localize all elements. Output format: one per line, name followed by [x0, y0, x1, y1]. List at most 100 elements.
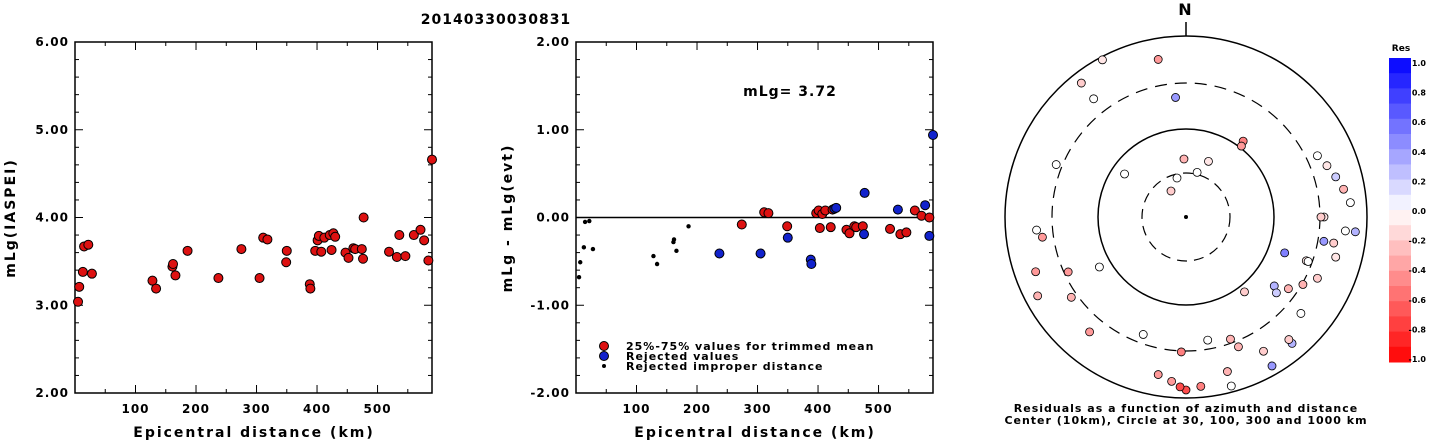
polar-data-point [1240, 287, 1249, 297]
polar-data-point [1303, 257, 1313, 266]
polar-data-point [1267, 361, 1277, 371]
polar-data-point [1153, 55, 1163, 64]
colorbar-cell [1389, 179, 1411, 196]
colorbar-title: Res [1392, 44, 1410, 54]
right-data-point [892, 204, 903, 215]
polar-data-point [1237, 141, 1246, 151]
colorbar-cell [1389, 225, 1411, 241]
right-data-point [714, 248, 725, 259]
left-data-point [254, 273, 265, 284]
polar-data-point [1316, 212, 1326, 222]
polar-data-point [1089, 94, 1099, 104]
polar-data-point [1063, 267, 1073, 277]
left-data-point [423, 255, 434, 266]
polar-data-point [1350, 227, 1360, 237]
polar-data-point [1203, 335, 1213, 345]
left-axis-ticks: 100 200 300 400 500 2.00 3.00 4.00 5.00 6.00 [35, 35, 432, 416]
left-x-tick-label: 400 [303, 402, 331, 416]
colorbar-label: 0.6 [1412, 118, 1427, 127]
ring-30km [1141, 172, 1231, 262]
colorbar-cell [1389, 316, 1411, 333]
left-data-point [358, 212, 369, 223]
polar-data-point [1196, 381, 1206, 391]
right-data-point [924, 212, 935, 223]
left-data-point [168, 259, 179, 270]
colorbar-cell [1389, 210, 1411, 226]
polar-data-point [1283, 284, 1293, 294]
right-x-tick-label: 500 [865, 402, 893, 416]
colorbar-cell [1389, 270, 1411, 287]
left-plot-frame [74, 41, 433, 394]
polar-data-point [1153, 370, 1163, 379]
right-data-point [686, 224, 691, 229]
colorbar-cell [1389, 286, 1411, 302]
right-y-tick-label: -2.00 [530, 386, 570, 400]
colorbar-cells [1389, 58, 1411, 363]
polar-data-point [1031, 267, 1041, 277]
right-data-point [782, 221, 793, 232]
right-data-point [674, 248, 679, 254]
right-x-tick-label: 100 [622, 402, 650, 416]
left-y-tick-label: 4.00 [35, 211, 69, 225]
colorbar-cell [1389, 118, 1411, 135]
left-panel: 100 200 300 400 500 2.00 3.00 4.00 5.00 6.00 Epic… [3, 35, 437, 441]
polar-data-point [1280, 248, 1290, 258]
left-data-point [86, 268, 97, 279]
polar-data-point [1085, 327, 1094, 337]
colorbar-label: 0.0 [1412, 207, 1427, 216]
right-data-point [582, 219, 588, 225]
left-data-point [281, 245, 292, 256]
polar-data-points [1031, 55, 1360, 395]
polar-data-point [1313, 151, 1322, 161]
colorbar-label: 0.8 [1412, 89, 1427, 98]
polar-data-point [1138, 330, 1148, 339]
polar-data-point [1313, 273, 1322, 283]
legend-marker-trimmed [599, 341, 609, 351]
right-panel: 100 200 300 400 500 -2.00 -1.00 0.00 1.00 2.00 mL… [500, 35, 938, 441]
left-x-tick-label: 100 [121, 402, 149, 416]
colorbar-cell [1389, 301, 1411, 317]
right-data-point [590, 246, 596, 252]
legend: 25%-75% values for trimmed mean Rejected… [599, 340, 873, 373]
colorbar-label: -0.6 [1409, 296, 1427, 305]
right-data-point [909, 205, 920, 216]
right-data-point [825, 222, 836, 233]
left-data-point [316, 246, 327, 257]
left-data-point [213, 273, 224, 284]
polar-data-point [1076, 78, 1086, 88]
polar-data-point [1329, 238, 1339, 248]
legend-marker-improper [602, 364, 606, 368]
colorbar-cell [1389, 58, 1411, 74]
center-point [1184, 215, 1188, 219]
right-data-point [831, 202, 842, 213]
polar-data-point [1226, 381, 1236, 391]
polar-data-point [1319, 236, 1329, 246]
polar-data-point [1175, 382, 1185, 392]
right-data-points [576, 130, 938, 280]
left-data-point [73, 296, 84, 307]
right-data-point [901, 227, 912, 238]
polar-caption-line1: Residuals as a function of azimuth and d… [1014, 402, 1358, 415]
polar-data-point [1234, 342, 1243, 352]
left-data-point [74, 281, 85, 292]
left-data-point [415, 224, 426, 235]
right-data-point [859, 187, 870, 198]
polar-data-point [1176, 347, 1186, 357]
left-data-point [83, 239, 94, 250]
right-data-point [814, 223, 825, 234]
left-x-tick-label: 200 [182, 402, 210, 416]
polar-data-point [1331, 252, 1341, 262]
right-data-point [755, 248, 766, 259]
colorbar-label: 1.0 [1412, 59, 1427, 68]
left-x-tick-label: 300 [242, 402, 270, 416]
colorbar-label: -0.8 [1409, 325, 1427, 334]
legend-marker-rejected [599, 351, 609, 361]
right-data-point [844, 228, 855, 239]
left-data-point [358, 253, 369, 264]
polar-data-point [1298, 280, 1308, 289]
left-y-tick-label: 5.00 [35, 123, 69, 137]
polar-data-point [1223, 367, 1232, 376]
right-data-point [806, 259, 817, 270]
polar-data-point [1226, 334, 1235, 344]
right-y-tick-label: 1.00 [536, 123, 570, 137]
